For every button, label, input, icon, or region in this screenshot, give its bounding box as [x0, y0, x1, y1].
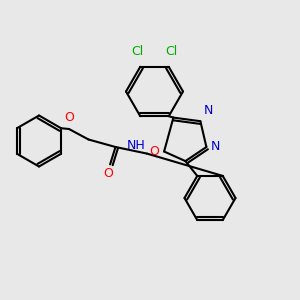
Text: N: N	[211, 140, 220, 154]
Text: NH: NH	[127, 139, 146, 152]
Text: O: O	[64, 111, 74, 124]
Text: Cl: Cl	[165, 45, 177, 58]
Text: N: N	[203, 104, 213, 117]
Text: O: O	[149, 145, 159, 158]
Text: Cl: Cl	[132, 45, 144, 58]
Text: O: O	[103, 167, 112, 180]
